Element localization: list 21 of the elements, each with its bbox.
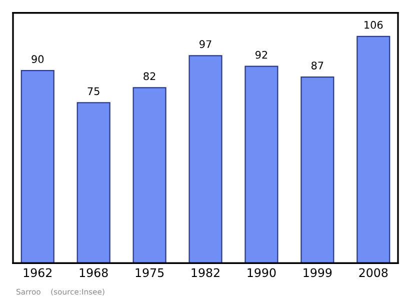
x-tick-label: 1975 [136, 268, 164, 278]
data-label: 92 [255, 50, 268, 59]
data-label: 75 [88, 87, 100, 96]
bar [244, 66, 278, 264]
x-tick-label: 1962 [24, 268, 52, 278]
bar [76, 102, 110, 264]
bar [300, 76, 334, 264]
bar [20, 70, 54, 264]
bar [132, 87, 166, 264]
data-label: 87 [311, 62, 324, 70]
x-tick-label: 1982 [192, 268, 220, 278]
x-tick-label: 2008 [359, 268, 388, 278]
data-label: 97 [200, 40, 212, 48]
x-tick-label: 1999 [304, 268, 332, 278]
data-label: 106 [364, 20, 383, 29]
x-tick-label: 1968 [80, 268, 108, 278]
bar [188, 55, 222, 264]
data-label: 90 [32, 55, 44, 64]
x-tick-label: 1990 [248, 268, 276, 278]
bar [356, 36, 390, 264]
data-label: 82 [144, 72, 156, 80]
